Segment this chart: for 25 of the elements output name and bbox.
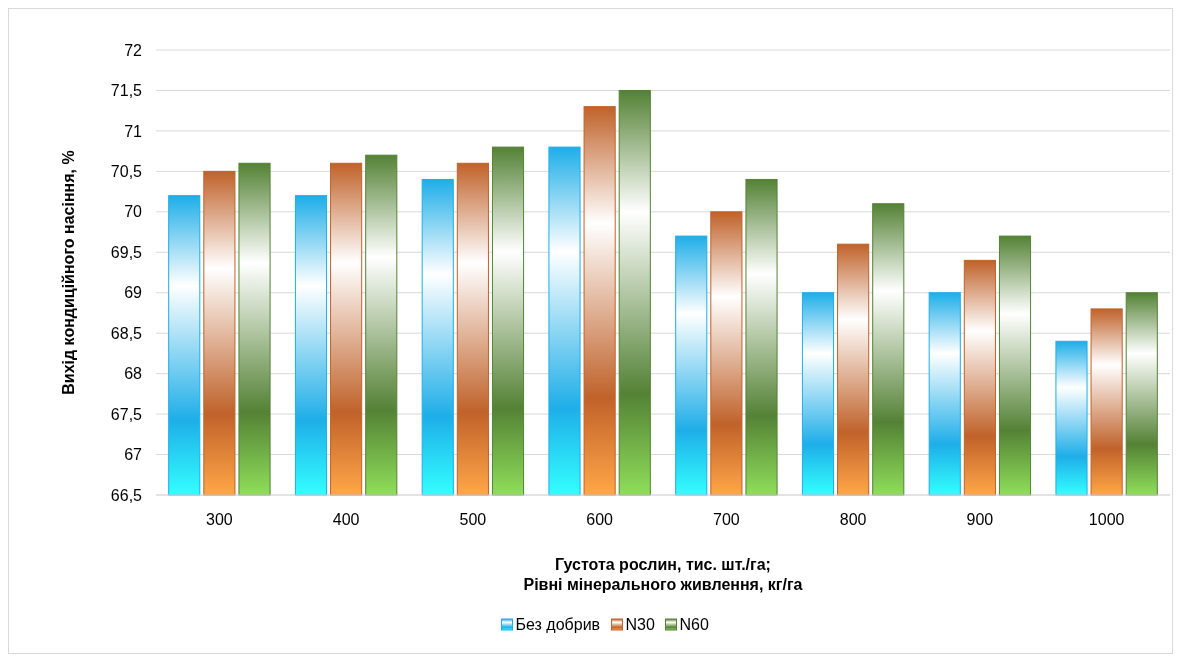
x-tick-label: 1000: [1088, 511, 1125, 528]
x-tick-label: 400: [332, 511, 360, 528]
y-tick-label: 66,5: [110, 486, 143, 504]
legend-label: Без добрив: [515, 616, 601, 633]
y-tick-label: 67: [124, 446, 143, 464]
y-tick-label: 71: [124, 122, 143, 140]
y-axis-title: Вихід кондиційного насіння, %: [60, 150, 77, 395]
x-tick-label: 300: [206, 511, 233, 528]
legend-label: N60: [679, 616, 709, 633]
y-tick-label: 70: [124, 203, 143, 221]
x-tick-label: 500: [459, 511, 487, 528]
y-tick-label: 68: [124, 365, 143, 383]
y-tick-label: 67,5: [110, 405, 143, 423]
x-tick-label: 600: [586, 511, 614, 528]
x-tick-label: 700: [713, 511, 740, 528]
x-tick-label: 900: [966, 511, 994, 528]
y-tick-label: 69: [124, 284, 143, 302]
y-tick-label: 72: [124, 41, 143, 59]
y-tick-label: 70,5: [110, 162, 143, 180]
y-tick-label: 68,5: [110, 324, 143, 342]
x-axis-title: Густота рослин, тис. шт./га; Рівні мінерального живлення, кг/га: [523, 556, 803, 593]
legend-label: N30: [625, 616, 655, 633]
y-tick-label: 69,5: [110, 243, 143, 261]
y-tick-label: 71,5: [110, 82, 143, 100]
x-tick-label: 800: [839, 511, 867, 528]
